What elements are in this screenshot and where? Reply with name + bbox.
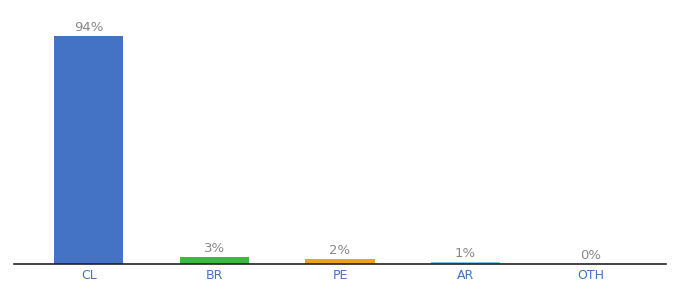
Bar — [54, 36, 124, 264]
Bar — [431, 262, 500, 264]
Text: 3%: 3% — [204, 242, 225, 255]
Bar — [180, 257, 249, 264]
Text: 94%: 94% — [74, 21, 103, 34]
Text: 0%: 0% — [581, 249, 602, 262]
Bar — [305, 259, 375, 264]
Text: 1%: 1% — [455, 247, 476, 260]
Text: 2%: 2% — [329, 244, 351, 257]
